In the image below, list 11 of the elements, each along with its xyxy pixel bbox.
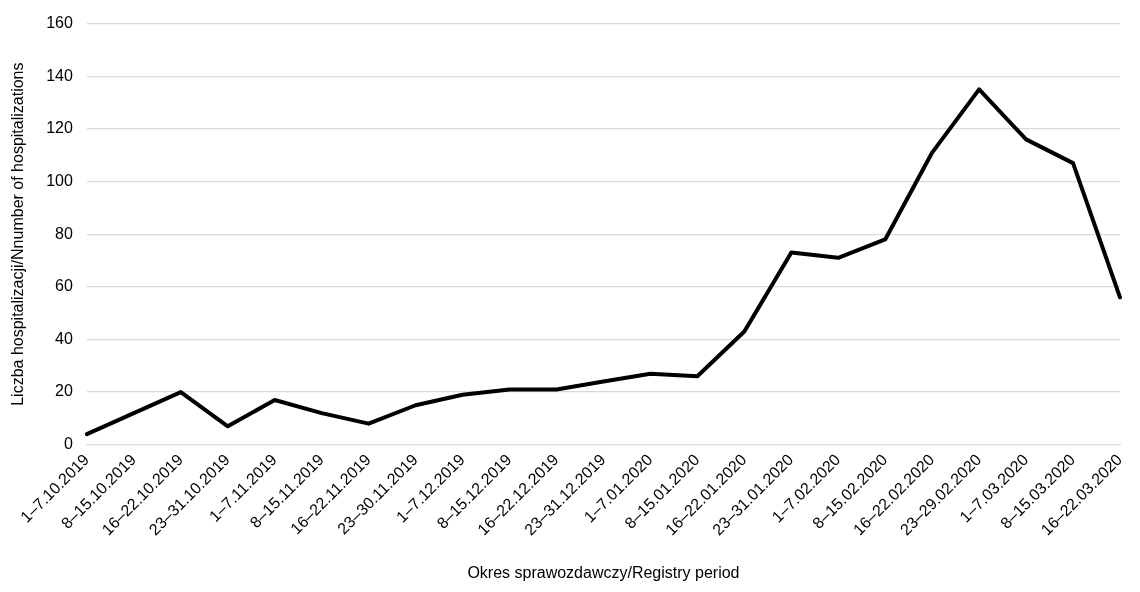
y-tick-label: 0 [63, 435, 73, 453]
y-tick-label: 80 [55, 224, 73, 242]
y-tick-label: 140 [46, 66, 73, 84]
y-tick-label: 40 [55, 329, 73, 347]
y-axis-title: Liczba hospitalizacji/Nnumber of hospitalizations [9, 62, 27, 406]
y-tick-label: 100 [46, 171, 73, 189]
y-tick-label: 160 [46, 14, 73, 32]
x-axis-title: Okres sprawozdawczy/Registry period [467, 563, 740, 581]
y-tick-label: 60 [55, 277, 73, 295]
y-tick-label: 120 [46, 119, 73, 137]
y-tick-label: 20 [55, 382, 73, 400]
